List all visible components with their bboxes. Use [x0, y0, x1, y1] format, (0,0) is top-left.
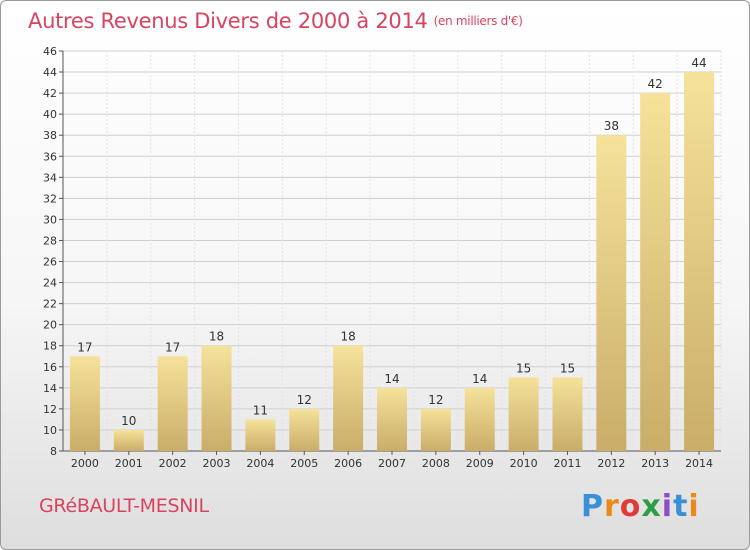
- y-tick-label: 20: [43, 319, 57, 332]
- chart-title: Autres Revenus Divers de 2000 à 2014 (en …: [28, 9, 523, 33]
- logo-letter: o: [619, 489, 642, 524]
- data-label: 10: [121, 414, 136, 428]
- y-tick-label: 46: [43, 45, 57, 58]
- chart-title-main: Autres Revenus Divers de 2000 à 2014: [28, 9, 428, 33]
- bar: [333, 345, 364, 451]
- bar: [420, 408, 451, 451]
- logo-letter: x: [641, 489, 662, 524]
- x-tick-label: 2010: [510, 457, 538, 470]
- bar: [552, 377, 583, 451]
- y-tick-label: 26: [43, 256, 57, 269]
- bar: [640, 93, 671, 452]
- data-label: 44: [691, 56, 706, 70]
- bar: [201, 345, 232, 451]
- y-tick-label: 32: [43, 192, 57, 205]
- x-tick-label: 2001: [115, 457, 143, 470]
- logo-letter: P: [581, 489, 604, 524]
- y-tick-label: 8: [50, 445, 57, 458]
- data-label: 18: [209, 330, 224, 344]
- data-label: 15: [516, 361, 531, 375]
- bars: [69, 72, 715, 452]
- y-tick-label: 30: [43, 213, 57, 226]
- location-name: GRéBAULT-MESNIL: [39, 495, 209, 517]
- y-tick-label: 42: [43, 87, 57, 100]
- x-tick-label: 2005: [290, 457, 318, 470]
- data-label: 14: [384, 372, 399, 386]
- bar: [157, 356, 188, 451]
- x-tick-label: 2007: [378, 457, 406, 470]
- y-tick-label: 12: [43, 403, 57, 416]
- y-tick-label: 44: [43, 66, 57, 79]
- bar: [245, 419, 276, 451]
- y-tick-label: 22: [43, 298, 57, 311]
- data-label: 12: [428, 393, 443, 407]
- x-tick-label: 2012: [597, 457, 625, 470]
- bar: [596, 135, 627, 452]
- bar: [113, 429, 144, 451]
- y-tick-label: 28: [43, 234, 57, 247]
- bar: [508, 377, 539, 451]
- data-label: 14: [472, 372, 487, 386]
- data-label: 38: [604, 119, 619, 133]
- data-label: 42: [648, 77, 663, 91]
- x-tick-label: 2000: [71, 457, 99, 470]
- chart-title-unit: (en milliers d'€): [433, 14, 523, 28]
- bar: [69, 356, 100, 451]
- logo-letter: i: [688, 489, 700, 524]
- y-tick-label: 24: [43, 277, 57, 290]
- data-label: 17: [77, 340, 92, 354]
- y-tick-label: 10: [43, 424, 57, 437]
- x-tick-label: 2013: [641, 457, 669, 470]
- x-tick-label: 2003: [203, 457, 231, 470]
- bar: [289, 408, 320, 451]
- logo-letter: t: [673, 489, 689, 524]
- x-tick-label: 2009: [466, 457, 494, 470]
- y-tick-label: 18: [43, 340, 57, 353]
- y-tick-label: 16: [43, 361, 57, 374]
- x-tick-label: 2014: [685, 457, 713, 470]
- data-label: 12: [297, 393, 312, 407]
- y-tick-label: 38: [43, 129, 57, 142]
- bar: [684, 72, 715, 451]
- bar: [464, 387, 495, 451]
- y-tick-label: 14: [43, 382, 57, 395]
- logo-letter: r: [604, 489, 620, 524]
- y-tick-label: 40: [43, 108, 57, 121]
- data-label: 15: [560, 361, 575, 375]
- proxiti-logo: Proxiti: [581, 489, 700, 524]
- x-tick-label: 2004: [246, 457, 274, 470]
- data-label: 17: [165, 340, 180, 354]
- x-tick-label: 2011: [553, 457, 581, 470]
- x-tick-label: 2002: [159, 457, 187, 470]
- labels: 17 2000 10 2001 17 2002 18 2003 11 2004 12 2005 18 20…: [71, 56, 713, 470]
- data-label: 11: [253, 403, 268, 417]
- data-label: 18: [340, 330, 355, 344]
- bar: [377, 387, 407, 451]
- y-tick-label: 36: [43, 150, 57, 163]
- y-tick-label: 34: [43, 171, 57, 184]
- x-tick-label: 2006: [334, 457, 362, 470]
- logo-letter: i: [661, 489, 674, 524]
- x-tick-label: 2008: [422, 457, 450, 470]
